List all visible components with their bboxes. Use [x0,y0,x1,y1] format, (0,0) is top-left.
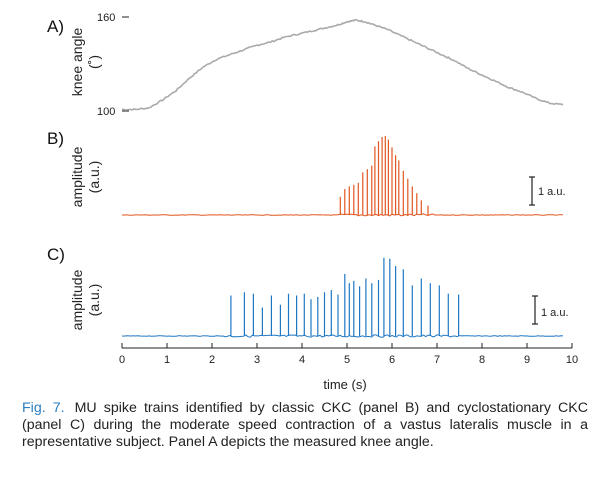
panel-c-scale-label: 1 a.u. [541,307,569,319]
panel-b-ylabel-line1: amplitude [69,146,85,207]
panel-b-spike-train [339,136,429,215]
panel-a: A) knee angle (˚) 160 100 [47,12,564,118]
panel-b-letter: B) [47,129,64,148]
panel-a-ylabel-line1: knee angle [69,28,85,97]
panel-c-spike-train [230,257,460,336]
figure-caption: Fig. 7. MU spike trains identified by cla… [22,400,588,451]
panel-c-letter: C) [47,245,65,264]
panel-a-ytick-top: 160 [97,12,115,24]
time-axis-tick-label: 6 [389,354,395,366]
panel-a-ylabel-line2: (˚) [86,55,102,69]
panel-b-ylabel-line2: (a.u.) [86,161,102,194]
time-axis-title: time (s) [323,377,366,392]
panel-c: C) amplitude (a.u.) 1 a.u. [47,245,569,338]
panel-c-scale-bar: 1 a.u. [532,295,569,325]
knee-angle-line [121,18,564,111]
panel-b: B) amplitude (a.u.) 1 a.u. [47,129,566,217]
time-axis-tick-label: 9 [524,354,530,366]
time-axis-tick-label: 7 [434,354,440,366]
panel-a-letter: A) [47,17,64,36]
caption-text: MU spike trains identified by classic CK… [22,400,588,450]
panel-c-ylabel-line1: amplitude [69,269,85,330]
panel-c-ylabel-line2: (a.u.) [86,284,102,317]
time-axis-tick-label: 3 [254,354,260,366]
time-axis: 0 1 2 3 4 5 6 7 8 9 10 time (s) [119,343,578,392]
panel-b-scale-label: 1 a.u. [538,186,566,198]
panel-c-baseline [121,334,564,338]
time-axis-tick-label: 1 [164,354,170,366]
time-axis-tick-label: 0 [119,354,125,366]
time-axis-tick-label: 5 [344,354,350,366]
panel-a-ytick-bottom: 100 [97,106,115,118]
figure-label: Fig. 7. [22,400,65,416]
panel-b-scale-bar: 1 a.u. [529,176,566,206]
time-axis-tick-label: 2 [209,354,215,366]
panel-b-baseline [121,213,564,217]
time-axis-tick-label: 8 [479,354,485,366]
time-axis-ticks: 0 1 2 3 4 5 6 7 8 9 10 [119,343,578,366]
time-axis-tick-label: 10 [566,354,578,366]
time-axis-tick-label: 4 [299,354,305,366]
figure: A) knee angle (˚) 160 100 B) amplitude (… [47,12,578,392]
